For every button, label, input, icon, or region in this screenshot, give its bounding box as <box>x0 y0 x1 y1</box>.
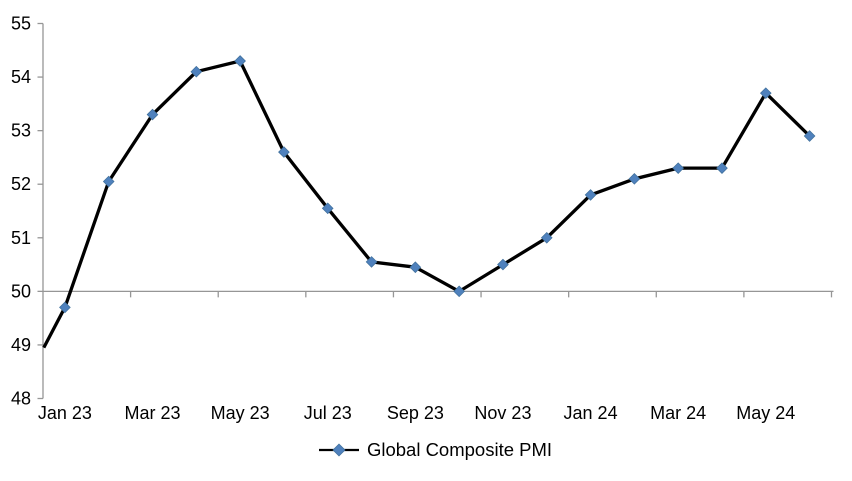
x-tick-label: Jan 23 <box>38 403 92 423</box>
data-point-marker <box>672 162 685 174</box>
y-tick-label: 54 <box>11 67 31 87</box>
data-point-marker <box>321 202 334 215</box>
y-tick-label: 50 <box>11 281 31 301</box>
chart-legend: Global Composite PMI <box>9 439 852 461</box>
x-tick-label: Sep 23 <box>387 403 444 423</box>
y-tick-label: 49 <box>11 335 31 355</box>
data-point-marker <box>628 173 641 185</box>
x-tick-label: Mar 24 <box>650 403 706 423</box>
x-tick-label: May 23 <box>211 403 270 423</box>
axes-group <box>37 22 834 400</box>
data-point-marker <box>409 261 422 274</box>
data-point-marker <box>102 175 115 188</box>
x-tick-label: May 24 <box>736 403 795 423</box>
data-point-marker <box>716 162 728 174</box>
series-group <box>42 55 816 349</box>
data-point-marker <box>497 258 509 271</box>
data-point-marker <box>234 55 246 67</box>
axis-labels-group: 48 49 50 51 52 53 54 55 Jan 23 Mar 23 May 23 Jul 23… <box>11 14 795 424</box>
x-tick-label: Nov 23 <box>474 403 531 423</box>
data-point-marker <box>453 285 465 298</box>
x-tick-label: Mar 23 <box>124 403 180 423</box>
legend-line-marker-icon <box>318 443 359 457</box>
data-point-marker <box>190 65 203 78</box>
data-point-marker <box>759 87 772 99</box>
y-tick-label: 51 <box>11 228 31 248</box>
x-tick-label: Jan 24 <box>564 403 618 423</box>
y-tick-label: 55 <box>11 14 31 34</box>
legend-label: Global Composite PMI <box>366 439 553 460</box>
data-point-marker <box>278 146 290 158</box>
data-point-marker <box>146 108 159 121</box>
y-tick-label: 52 <box>11 174 31 194</box>
data-point-marker <box>584 189 597 201</box>
y-tick-label: 48 <box>11 389 31 409</box>
data-point-marker <box>540 231 553 244</box>
data-point-marker <box>59 301 71 314</box>
x-tick-label: Jul 23 <box>304 403 352 423</box>
data-point-marker <box>365 256 378 268</box>
series-line <box>42 59 811 349</box>
data-point-marker <box>803 130 816 142</box>
y-tick-label: 53 <box>11 121 31 141</box>
